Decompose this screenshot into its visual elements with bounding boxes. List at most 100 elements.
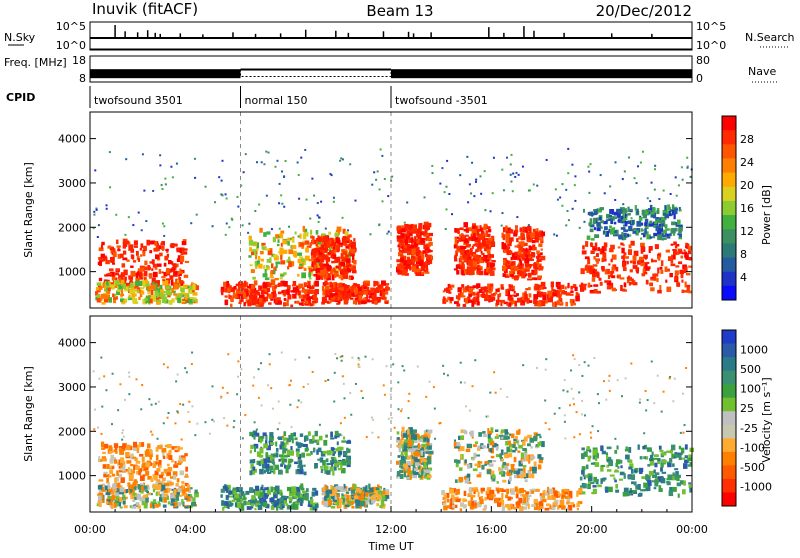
vel-marks-cell-7-84 [528,495,531,497]
power-marks-cell-0-198 [125,277,127,281]
vel-marks-cell-3-214 [259,455,263,458]
power-marks-cell-11-95 [590,229,594,233]
power-marks-cell-2-52 [278,292,282,295]
vel-marks-speck-142 [194,434,196,436]
power-marks-speck-44 [501,225,503,227]
vel-marks-cell-1-208 [120,487,125,492]
power-marks-cell-4-138 [325,236,327,241]
vel-marks-cell-1-123 [120,506,123,508]
power-marks-speck-81 [663,190,665,192]
vel-marks-cell-0-207 [146,449,149,452]
power-marks-cell-4-150 [336,266,339,269]
power-marks-cell-9-126 [491,296,496,300]
vel-marks-cell-1-214 [98,495,102,500]
vel-marks-cell-7-107 [497,490,499,494]
vel-marks-speck-222 [489,392,491,394]
vel-marks-cell-4-189 [346,491,349,493]
vel-marks-speck-76 [364,356,366,358]
vel-marks-cell-7-167 [558,493,561,496]
power-marks-speck-212 [143,190,145,192]
power-marks-cell-10-112 [688,266,691,268]
power-marks-cell-10-102 [579,285,582,288]
power-marks-cell-6-119 [422,231,426,233]
vel-marks-cell-0-148 [129,474,133,478]
vel-marks-speck-153 [500,388,502,390]
power-marks-cell-0-203 [180,256,184,262]
power-marks-cell-2-216 [286,289,290,295]
vel-marks-cell-0-212 [152,484,156,488]
power-marks-speck-76 [493,157,495,159]
power-marks-speck-182 [221,160,223,162]
power-marks-cell-1-181 [100,286,102,290]
vel-marks-speck-178 [391,417,393,419]
power-marks-cell-10-122 [602,267,605,272]
power-marks-cell-11-32 [640,238,642,240]
power-marks-cell-3-188 [270,275,273,279]
vel-marks-cell-7-163 [562,495,565,497]
power-marks-cell-2-168 [233,286,236,289]
freq-segment-2 [391,69,692,78]
power-marks-cell-11-175 [632,231,636,234]
power-marks-speck-103 [247,232,249,234]
vel-marks-speck-145 [174,422,176,424]
vel-marks-speck-1 [167,366,169,368]
vel-marks-speck-238 [256,429,258,431]
vel-marks-cell-3-159 [270,471,274,473]
vel-marks-cell-0-12 [98,479,103,481]
vel-marks-speck-203 [597,393,599,395]
vel-marks-speck-80 [272,408,274,410]
power-marks-cell-7-141 [487,249,491,253]
power-marks-cell-7-165 [481,257,485,260]
vel-marks-cell-1-201 [143,495,147,498]
power-marks-cell-10-130 [595,243,598,247]
vel-marks-cell-4-205 [346,495,348,501]
power-marks-cell-5-130 [370,288,375,293]
vel-marks-cell-3-170 [254,446,256,452]
power-marks-cell-3-195 [258,264,262,269]
power-marks-cell-3-190 [265,269,267,274]
power-marks-cell-10-133 [665,280,667,283]
vel-marks-cell-1-199 [159,497,162,501]
vel-marks-speck-227 [117,409,119,411]
vel-marks-speck-99 [258,368,260,370]
vel-marks-cell-6-201 [511,434,515,439]
power-marks-cell-1-122 [128,296,130,298]
vel-marks-speck-57 [593,357,595,359]
vel-marks-cell-2-49 [315,491,318,496]
vel-marks-speck-189 [341,360,343,362]
power-marks-cell-0-212 [153,248,158,252]
power-marks-cell-0-139 [159,269,161,274]
vel-marks-cell-2-162 [308,504,313,506]
power-marks-cell-8-210 [510,274,514,277]
vel-marks-cell-1-52 [136,502,140,505]
vel-marks-cell-6-189 [529,438,534,443]
vel-marks-cell-3-205 [283,431,286,436]
power-marks-cell-8-131 [513,271,515,274]
power-marks-cell-9-197 [495,292,498,295]
power-marks-speck-196 [194,177,196,179]
vel-marks-cell-5-188 [417,434,420,438]
power-marks-cell-4-168 [342,238,347,243]
vel-marks-cell-3-129 [346,449,350,452]
power-marks-speck-11 [281,203,283,205]
power-marks-speck-223 [141,229,143,231]
vel-marks-cell-5-197 [396,461,399,465]
power-marks-speck-71 [333,201,335,203]
power-marks-cell-11-219 [600,207,604,210]
power-marks-cell-9-191 [570,291,573,293]
power-marks-speck-251 [506,157,508,159]
power-marks-speck-64 [553,233,555,235]
power-marks-cell-5-184 [329,300,331,303]
power-marks-speck-153 [318,216,320,218]
power-marks-cell-2-218 [242,284,244,287]
power-marks-cell-4-205 [345,254,348,257]
power-marks-speck-208 [172,176,174,178]
power-marks-cell-1-147 [97,282,102,285]
power-cbar-swatch-3 [722,158,736,173]
power-marks-cell-8-137 [532,247,537,250]
power-marks-cell-6-190 [400,254,403,257]
power-marks-cell-2-176 [281,290,283,293]
power-marks-cell-7-178 [473,244,476,246]
vel-marks-cell-4-200 [325,485,328,490]
